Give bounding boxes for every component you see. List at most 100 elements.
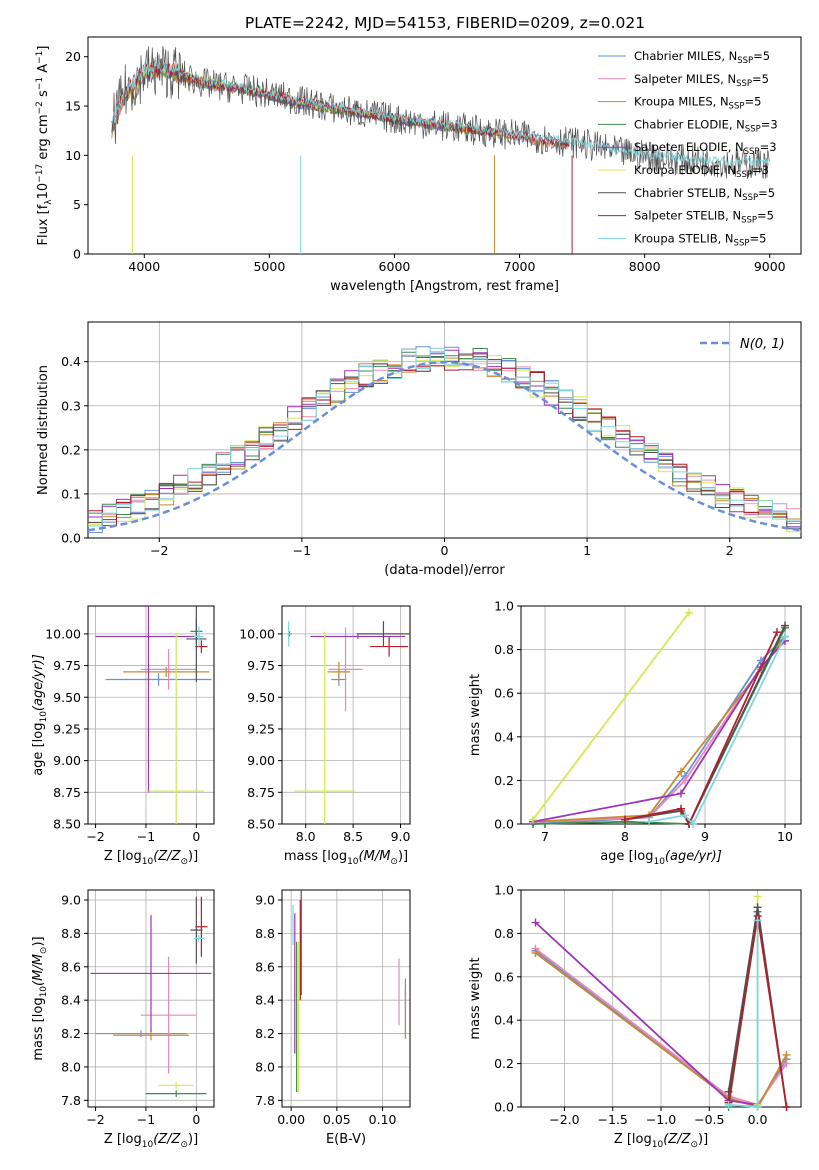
weight-vs-age-ytick-label-0: 0.0 — [494, 817, 514, 832]
age-vs-mass-ytick-label-3: 9.25 — [247, 721, 275, 736]
figure-title: PLATE=2242, MJD=54153, FIBERID=0209, z=0… — [245, 14, 645, 32]
weight-vs-age-lines — [529, 608, 789, 828]
age-vs-Z-ylabel: age [log10(age/yr)] — [31, 654, 49, 776]
spectrum-axes: 4000 5000 6000 7000 8000 9000 0 5 10 15 20 waveleng… — [35, 36, 802, 294]
age-vs-Z-xtick-label-1: −1 — [137, 829, 155, 844]
weight-vs-Z-xtick-label-2: −1.0 — [646, 1112, 676, 1127]
residuals-ytick-label-4: 0.4 — [61, 354, 81, 369]
spectrum-ytick-label-3: 15 — [65, 99, 81, 114]
weight-vs-age-marker-7-0 — [621, 815, 629, 824]
weight-vs-age-series-3 — [532, 627, 786, 825]
spectrum-ytick-label-2: 10 — [65, 148, 81, 163]
weight-vs-age-xlabel: age [log10(age/yr)] — [600, 849, 722, 867]
legend-entry-0: Chabrier MILES, NSSP=5 — [634, 49, 770, 66]
weight-vs-age-ytick-label-3: 0.6 — [494, 686, 514, 701]
mass-vs-Z-ytick-label-3: 8.4 — [61, 993, 81, 1008]
age-vs-mass-xtick-label-2: 9.0 — [391, 829, 411, 844]
mass-vs-Z-xtick-label-0: −2 — [86, 1112, 104, 1127]
mass-vs-EBV-xtick-label-1: 0.05 — [323, 1112, 351, 1127]
age-vs-Z-points — [95, 606, 212, 824]
spectrum-legend: Chabrier MILES, NSSP=5 Salpeter MILES, NS… — [598, 49, 778, 248]
weight-vs-Z-marker-8-0 — [724, 1100, 733, 1109]
mass-vs-Z-errorbar-7 — [195, 896, 208, 957]
age-vs-mass-ytick-label-0: 8.50 — [247, 817, 275, 832]
age-vs-mass-frame — [281, 605, 411, 825]
weight-vs-age-marker-8-2 — [689, 820, 697, 828]
mass-vs-Z-errorbar-8 — [193, 935, 204, 942]
age-vs-Z-ytick-label-0: 8.50 — [53, 817, 81, 832]
weight-vs-Z-ytick-label-5: 1.0 — [494, 883, 514, 898]
age-vs-mass-xtick-label-1: 8.5 — [343, 829, 363, 844]
spectrum-ylabel: Flux [fλ10−17 erg cm−2 s−1 A−1] — [35, 46, 54, 246]
mass-vs-Z-frame — [87, 889, 215, 1108]
weight-vs-age-marker-7-1 — [677, 804, 685, 813]
age-vs-mass-errorbar-8 — [286, 621, 291, 647]
legend-entry-1: Salpeter MILES, NSSP=5 — [634, 72, 769, 89]
mass-vs-EBV-xtick-label-2: 0.10 — [369, 1112, 397, 1127]
weight-vs-Z-ytick-label-0: 0.0 — [494, 1100, 514, 1115]
mass-vs-EBV-xtick-label-0: 0.00 — [277, 1112, 305, 1127]
mass-vs-EBV-frame — [281, 889, 411, 1108]
spectrum-xtick-label-2: 6000 — [379, 259, 411, 274]
weight-vs-Z-ytick-label-4: 0.8 — [494, 926, 514, 941]
residuals-ylabel: Normed distribution — [36, 365, 51, 495]
age-vs-mass-errorbar-7 — [370, 636, 409, 657]
age-vs-mass-errorbar-6 — [356, 621, 410, 647]
weight-vs-Z-xtick-label-3: −0.5 — [694, 1112, 724, 1127]
legend-entry-4: Salpeter ELODIE, NSSP=3 — [634, 140, 777, 157]
mass-vs-Z-points — [90, 896, 212, 1097]
weight-vs-Z-marker-4-0 — [531, 918, 540, 927]
age-vs-mass-ytick-label-1: 8.75 — [247, 785, 275, 800]
weight-vs-age-marker-8-0 — [645, 817, 653, 826]
residuals-axes: −2 −1 0 1 2 0.0 0.1 0.2 0.3 0.4 (data-model)/error… — [36, 321, 802, 578]
weight-vs-Z-ytick-label-2: 0.4 — [494, 1013, 514, 1028]
spectrum-ytick-label-1: 5 — [73, 197, 81, 212]
mass-vs-Z-errorbar-3 — [145, 1090, 207, 1097]
weight-vs-age-marker-7-3 — [773, 628, 781, 637]
mass-vs-EBV-ytick-label-0: 7.8 — [255, 1093, 275, 1108]
mass-vs-Z-ytick-label-6: 9.0 — [61, 893, 81, 908]
weight-vs-Z-lines — [531, 892, 791, 1111]
weight-vs-Z-marker-6-1 — [753, 903, 762, 912]
age-vs-mass-ytick-label-4: 9.50 — [247, 690, 275, 705]
age-vs-Z-xtick-label-2: 0 — [192, 829, 200, 844]
age-vs-mass-xlabel: mass [log10(M/M⊙)] — [284, 849, 408, 867]
weight-vs-age-xtick-label-0: 7 — [541, 829, 549, 844]
weight-vs-Z-ylabel: mass weight — [468, 957, 483, 1039]
weight-vs-age-series-8 — [648, 636, 786, 826]
age-vs-mass-errorbar-1 — [328, 627, 363, 712]
age-vs-mass-points — [286, 621, 410, 824]
weight-vs-age-ylabel: mass weight — [468, 674, 483, 756]
spectrum-series-6 — [111, 46, 770, 179]
age-vs-Z-errorbar-1 — [140, 649, 197, 690]
legend-entry-7: Salpeter STELIB, NSSP=5 — [634, 209, 774, 226]
spectrum-lines — [111, 46, 770, 254]
mass-vs-Z-errorbar-5 — [158, 1081, 194, 1089]
weight-vs-Z-marker-2-3 — [782, 1050, 791, 1059]
residual-histograms — [88, 346, 801, 533]
weight-vs-age-marker-2-2 — [677, 767, 685, 776]
age-vs-mass-errorbar-5 — [294, 632, 356, 824]
weight-vs-age-ytick-label-4: 0.8 — [494, 642, 514, 657]
legend-entry-8: Kroupa STELIB, NSSP=5 — [634, 231, 766, 248]
mass-vs-Z-ytick-label-5: 8.8 — [61, 926, 81, 941]
weight-vs-age-marker-4-1 — [677, 789, 685, 798]
weight-vs-Z-marker-5-1 — [753, 892, 762, 901]
age-vs-Z-xlabel: Z [log10(Z/Z⊙)] — [104, 849, 198, 867]
spectrum-ytick-label-4: 20 — [65, 49, 81, 64]
weight-vs-age-series-1 — [532, 640, 786, 823]
residuals-ytick-label-0: 0.0 — [61, 531, 81, 546]
weight-vs-age-series-4 — [532, 640, 786, 823]
age-vs-Z-errorbar-0 — [105, 673, 212, 686]
age-vs-Z-errorbar-4 — [95, 606, 202, 793]
mass-vs-Z-ytick-label-0: 7.8 — [61, 1093, 81, 1108]
mass-vs-Z-xtick-label-2: 0 — [192, 1112, 200, 1127]
mass-vs-Z-xlabel: Z [log10(Z/Z⊙)] — [104, 1132, 198, 1150]
spectrum-xtick-label-1: 5000 — [253, 259, 285, 274]
age-vs-Z-xtick-label-0: −2 — [86, 829, 104, 844]
weight-vs-age-series-5 — [532, 611, 690, 821]
weight-vs-Z-axes: −2.0 −1.5 −1.0 −0.5 0.0 0.0 0.2 0.4 0.6 0.8 1.0 Z [… — [468, 883, 802, 1150]
age-vs-Z-errorbar-6 — [186, 606, 207, 683]
age-vs-Z-ytick-label-3: 9.25 — [53, 721, 81, 736]
